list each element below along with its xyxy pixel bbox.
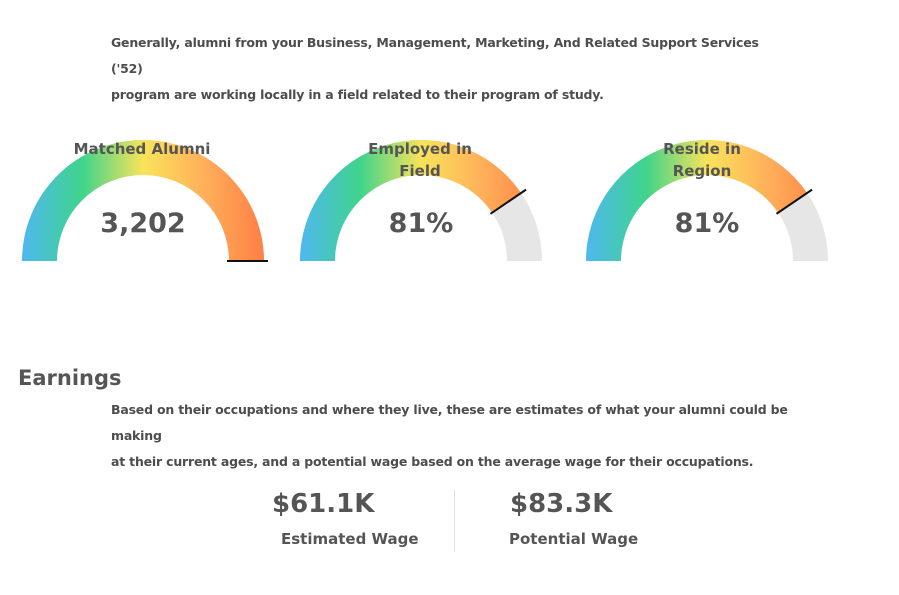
gauge-reside-in-region: 81% (582, 136, 832, 266)
earnings-title: Earnings (18, 366, 122, 390)
gauge-fill (586, 139, 808, 261)
gauge-label-line-2: Field (399, 162, 441, 180)
earnings-description: Based on their occupations and where the… (111, 397, 811, 475)
earnings-desc-line-1: Based on their occupations and where the… (111, 402, 788, 443)
gauge-arc (586, 139, 828, 261)
earnings-desc-line-2: at their current ages, and a potential w… (111, 454, 754, 469)
intro-text: Generally, alumni from your Business, Ma… (111, 30, 791, 108)
gauge-value: 81% (674, 208, 740, 239)
gauge-marker (775, 188, 813, 215)
gauge-arc (300, 139, 542, 261)
gauge-value: 81% (388, 208, 454, 239)
gauge-arc (22, 140, 268, 262)
gauge-label-line-2: Region (672, 162, 732, 180)
potential-wage-label: Potential Wage (509, 530, 639, 548)
wage-divider (454, 490, 455, 552)
gauge-label-line-1: Reside in (663, 140, 741, 158)
gauge-label-line-1: Employed in (368, 140, 472, 158)
gauge-label-reside-in-region: Reside in Region (622, 138, 782, 182)
estimated-wage-value: $61.1K (272, 489, 375, 519)
estimated-wage-label: Estimated Wage (281, 530, 419, 548)
estimated-wage-block: $61.1K Estimated Wage (272, 488, 419, 548)
potential-wage-value: $83.3K (510, 489, 613, 519)
gauge-matched-alumni: 3,202 (18, 136, 268, 266)
gauge-value: 3,202 (100, 208, 186, 239)
gauge-marker (489, 188, 527, 215)
intro-line-2: program are working locally in a field r… (111, 87, 604, 102)
gauge-label-matched-alumni: Matched Alumni (62, 138, 222, 160)
gauge-fill (22, 140, 264, 261)
gauge-label-employed-in-field: Employed in Field (340, 138, 500, 182)
gauge-label-line-1: Matched Alumni (73, 140, 211, 158)
gauge-employed-in-field: 81% (296, 136, 546, 266)
potential-wage-block: $83.3K Potential Wage (509, 488, 639, 548)
intro-line-1: Generally, alumni from your Business, Ma… (111, 35, 759, 76)
gauge-fill (300, 139, 522, 261)
